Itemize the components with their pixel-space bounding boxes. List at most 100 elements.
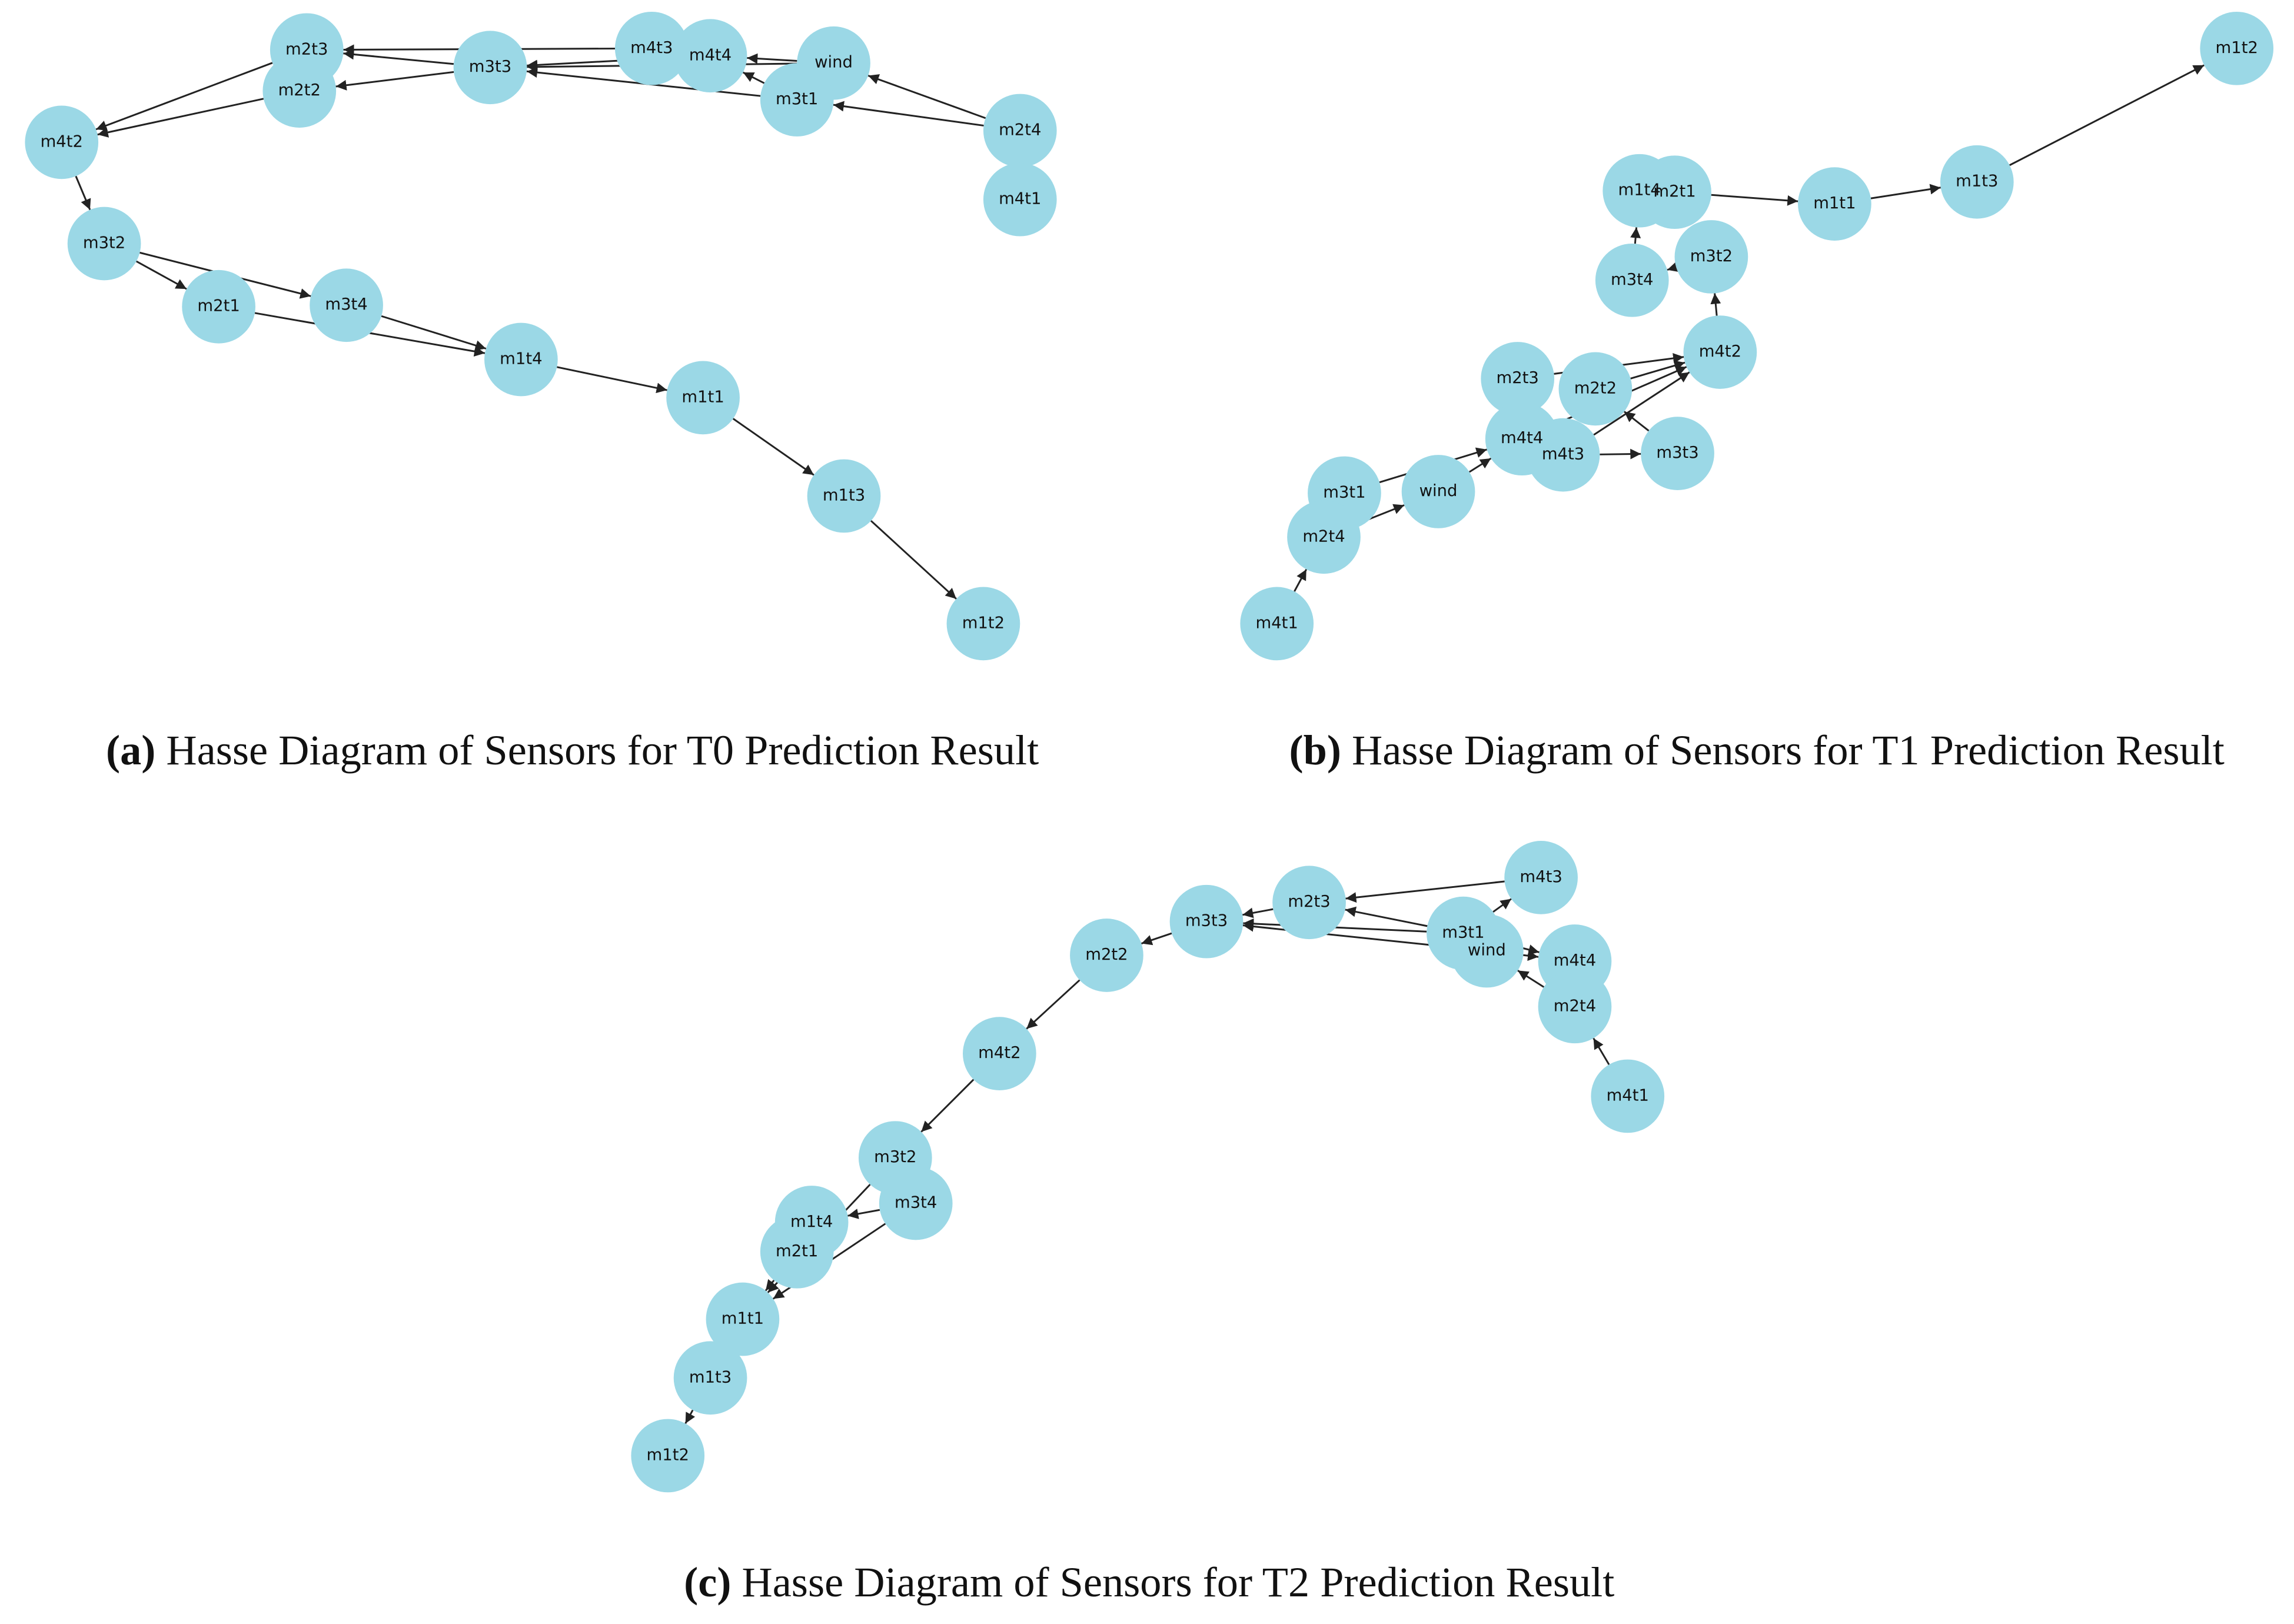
node: [453, 31, 527, 105]
edge: [1242, 921, 1451, 949]
node: [1449, 914, 1524, 988]
caption: (c) Hasse Diagram of Sensors for T2 Pred…: [684, 1559, 1614, 1606]
edge: [764, 1279, 777, 1292]
node-label: wind: [814, 54, 853, 72]
node-label: m4t2: [41, 132, 83, 151]
node-label: m4t1: [1607, 1086, 1649, 1104]
node: [983, 94, 1057, 168]
edge: [732, 418, 814, 476]
node-label: m3t2: [1690, 247, 1733, 265]
node: [1940, 145, 2014, 219]
node-label: m3t1: [1323, 483, 1365, 501]
edge: [1870, 184, 1941, 199]
node-label: m1t4: [1618, 181, 1661, 199]
node: [1070, 919, 1143, 992]
node-label: m4t3: [1520, 868, 1562, 886]
node: [983, 162, 1057, 237]
edge: [135, 260, 187, 290]
node: [1558, 352, 1633, 426]
node-label: m1t2: [647, 1446, 689, 1464]
edge: [1710, 293, 1721, 316]
node: [1538, 970, 1612, 1044]
node-label: m1t2: [2216, 39, 2258, 57]
node: [1287, 500, 1361, 574]
node: [673, 1341, 747, 1415]
node-label: m1t1: [722, 1310, 764, 1328]
node-label: m4t3: [1542, 445, 1584, 464]
node-label: m1t3: [823, 486, 865, 504]
node: [67, 207, 141, 281]
edge: [95, 62, 273, 131]
node: [262, 54, 337, 128]
node-label: m4t1: [999, 190, 1041, 208]
node-label: m2t4: [1554, 997, 1596, 1015]
node: [879, 1166, 953, 1240]
edge: [920, 1079, 975, 1133]
node: [760, 1214, 834, 1289]
node-label: m3t3: [1185, 912, 1228, 930]
caption-label: (c): [684, 1559, 731, 1606]
node: [666, 361, 740, 435]
caption-text: Hasse Diagram of Sensors for T1 Predicti…: [1341, 726, 2225, 773]
node-label: m4t4: [1501, 429, 1543, 447]
caption-label: (a): [106, 726, 155, 773]
edge: [1623, 411, 1650, 432]
edge: [1711, 194, 1798, 206]
edge: [1492, 898, 1512, 913]
edge: [1345, 906, 1428, 927]
node-label: m3t3: [469, 58, 511, 76]
node-label: m4t3: [630, 39, 673, 57]
edge: [867, 74, 986, 119]
edge: [1242, 907, 1274, 919]
node-label: wind: [1419, 482, 1458, 500]
edge: [1294, 568, 1308, 592]
node: [1798, 167, 1871, 241]
node-label: m3t4: [895, 1193, 937, 1212]
node: [182, 269, 255, 344]
node: [484, 322, 558, 397]
caption: (b) Hasse Diagram of Sensors for T1 Pred…: [1289, 726, 2225, 773]
node-label: m3t1: [1442, 924, 1484, 942]
edge: [343, 49, 454, 65]
node-label: m1t2: [962, 614, 1005, 632]
edge: [684, 1409, 696, 1424]
edge: [1592, 1037, 1610, 1066]
caption-label: (b): [1289, 726, 1341, 773]
node: [946, 587, 1020, 661]
edge: [75, 175, 91, 211]
node: [1591, 1059, 1665, 1133]
node-label: m3t4: [1611, 271, 1653, 289]
node-label: m4t4: [1554, 951, 1596, 970]
graph: m2t3 m2t2 m3t3 m4t3 m4t4 wind m3t1 m2t4 m4t1 m4t2…: [25, 11, 1057, 773]
node: [1641, 417, 1714, 490]
edge: [1468, 457, 1492, 473]
edge: [833, 101, 984, 127]
node-label: wind: [1468, 941, 1506, 960]
node-label: m3t1: [776, 90, 818, 108]
edge: [1141, 932, 1172, 946]
edge: [1667, 261, 1679, 272]
node-label: m2t3: [285, 40, 328, 58]
node: [807, 459, 881, 533]
node-label: m2t2: [1574, 379, 1617, 397]
edge: [97, 98, 264, 138]
node: [310, 268, 383, 342]
node: [1401, 455, 1475, 528]
node-label: m4t2: [1699, 342, 1741, 361]
node: [1683, 315, 1757, 389]
node-label: m3t2: [874, 1148, 916, 1166]
edge: [1593, 371, 1690, 436]
node: [1169, 884, 1244, 959]
edge: [870, 520, 957, 600]
node-label: m1t3: [1956, 172, 1998, 191]
node-label: m4t1: [1256, 614, 1298, 632]
node: [1603, 154, 1677, 228]
node: [673, 19, 747, 93]
node-label: m4t4: [689, 46, 732, 64]
node: [1674, 220, 1748, 294]
node-label: m1t1: [1813, 194, 1856, 212]
edge: [1630, 227, 1641, 244]
